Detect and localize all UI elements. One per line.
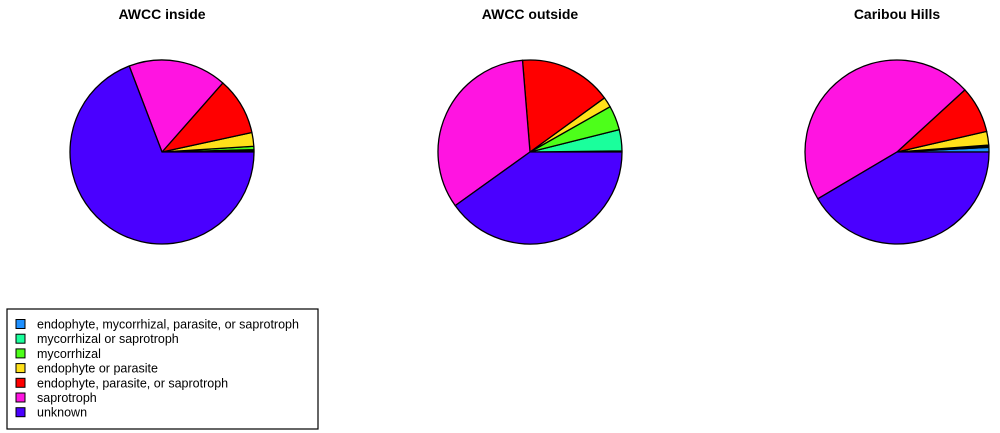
legend-item: unknown [15, 406, 87, 420]
legend-item: endophyte, mycorrhizal, parasite, or sap… [15, 318, 299, 332]
legend-item: saprotroph [15, 391, 97, 405]
pie-title: Caribou Hills [854, 6, 941, 22]
legend-label: saprotroph [37, 391, 97, 405]
legend-swatch [15, 319, 26, 329]
legend-label: unknown [37, 406, 87, 420]
legend-swatch [15, 348, 26, 359]
pie-caribou-hills: Caribou Hills [804, 6, 990, 245]
pie-slice-endophyte-parasite-or-saprotroph [521, 59, 606, 153]
pie-slice-saprotroph [804, 59, 966, 200]
legend-swatch [15, 363, 26, 374]
pie-title: AWCC inside [118, 6, 205, 22]
legend-frame [6, 308, 319, 430]
legend-label: endophyte or parasite [37, 362, 158, 376]
pie-title: AWCC outside [482, 6, 579, 22]
pie-awcc-inside: AWCC inside [69, 6, 255, 245]
legend-item: mycorrhizal or saprotroph [15, 332, 179, 346]
legend-swatch [15, 333, 26, 344]
legend-item: mycorrhizal [15, 347, 101, 361]
pie-slice-saprotroph [128, 59, 224, 153]
pie-slice-unknown [69, 65, 255, 245]
pie-charts: AWCC inside AWCC outside Caribou Hills [69, 6, 990, 245]
legend-swatch [15, 377, 26, 388]
legend-label: endophyte, mycorrhizal, parasite, or sap… [37, 318, 299, 332]
legend-item: endophyte, parasite, or saprotroph [15, 376, 228, 390]
legend-label: mycorrhizal [37, 347, 101, 361]
pie-slice-saprotroph [437, 59, 531, 207]
legend-swatch [15, 392, 26, 403]
legend: endophyte, mycorrhizal, parasite, or sap… [6, 308, 319, 430]
pie-slice-unknown [454, 151, 623, 245]
pie-awcc-outside: AWCC outside [437, 6, 623, 245]
legend-label: endophyte, parasite, or saprotroph [37, 376, 228, 390]
legend-item: endophyte or parasite [15, 362, 158, 376]
legend-swatch [15, 407, 26, 418]
legend-label: mycorrhizal or saprotroph [37, 332, 179, 346]
pie-slice-unknown [817, 151, 990, 245]
